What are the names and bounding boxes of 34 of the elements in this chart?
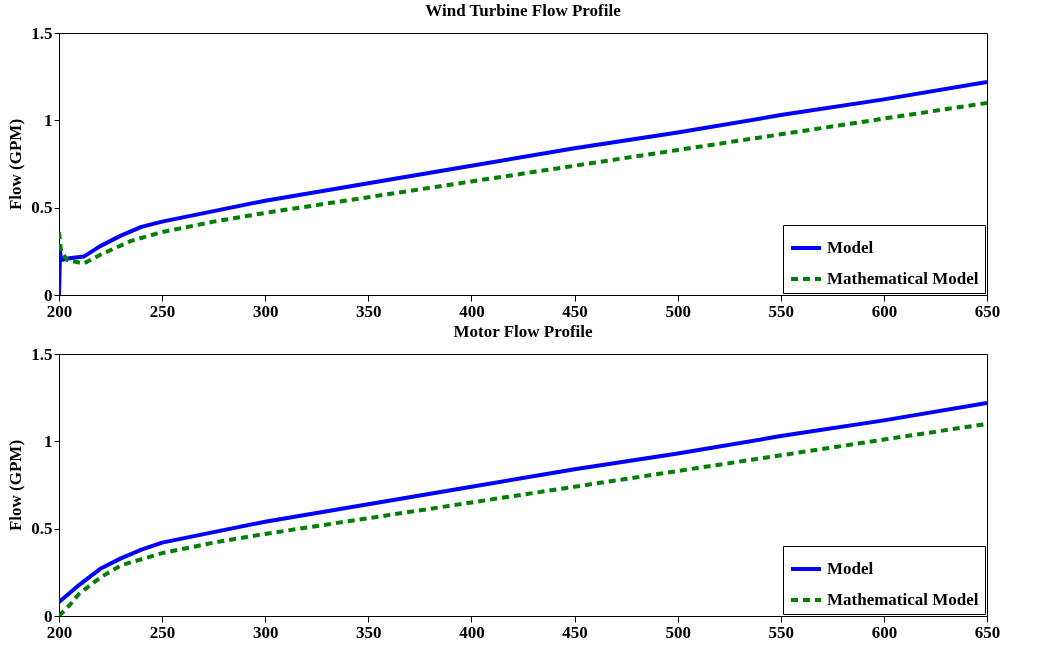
legend-label: Mathematical Model [827, 590, 979, 609]
y-tick-label: 1.5 [31, 23, 53, 43]
y-axis-title: Flow (GPM) [6, 118, 26, 211]
x-tick-label: 300 [252, 622, 279, 642]
y-tick-label: 1 [44, 431, 53, 451]
x-tick-label: 350 [356, 622, 382, 642]
line-series [59, 79, 987, 295]
legend-label: Model [827, 559, 874, 578]
x-tick-label: 550 [768, 301, 795, 321]
x-tick-label: 600 [871, 301, 898, 321]
x-tick-label: 550 [768, 622, 795, 642]
legend-label: Mathematical Model [827, 269, 979, 288]
y-axis-title: Flow (GPM) [6, 439, 26, 532]
y-tick-label: 1 [44, 110, 53, 130]
y-tick-label: 1.5 [31, 344, 53, 364]
x-tick-label: 400 [459, 301, 485, 321]
x-tick-label: 500 [665, 622, 691, 642]
x-tick-label: 600 [871, 622, 898, 642]
line-series [59, 100, 987, 266]
chart-title: Wind Turbine Flow Profile [425, 1, 622, 20]
x-tick-label: 350 [356, 301, 382, 321]
x-tick-label: 450 [562, 622, 588, 642]
x-tick-label: 250 [149, 622, 176, 642]
x-tick-label: 650 [974, 301, 1001, 321]
chart-title: Motor Flow Profile [453, 322, 593, 341]
y-tick-label: 0.5 [31, 198, 53, 218]
y-tick-label: 0.5 [31, 519, 53, 539]
x-tick-label: 500 [665, 301, 691, 321]
x-tick-label: 250 [149, 301, 176, 321]
x-tick-label: 300 [252, 301, 279, 321]
x-tick-label: 400 [459, 622, 485, 642]
legend-label: Model [827, 238, 874, 257]
x-tick-label: 650 [974, 622, 1001, 642]
x-tick-label: 450 [562, 301, 588, 321]
